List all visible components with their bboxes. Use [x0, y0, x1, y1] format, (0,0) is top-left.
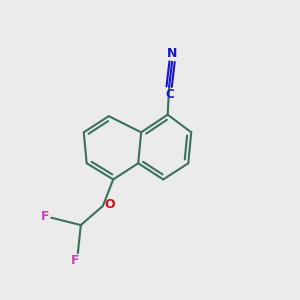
Text: F: F: [71, 254, 80, 267]
Text: F: F: [40, 210, 49, 223]
Text: O: O: [104, 198, 115, 211]
Text: N: N: [167, 47, 177, 60]
Text: C: C: [165, 88, 174, 100]
